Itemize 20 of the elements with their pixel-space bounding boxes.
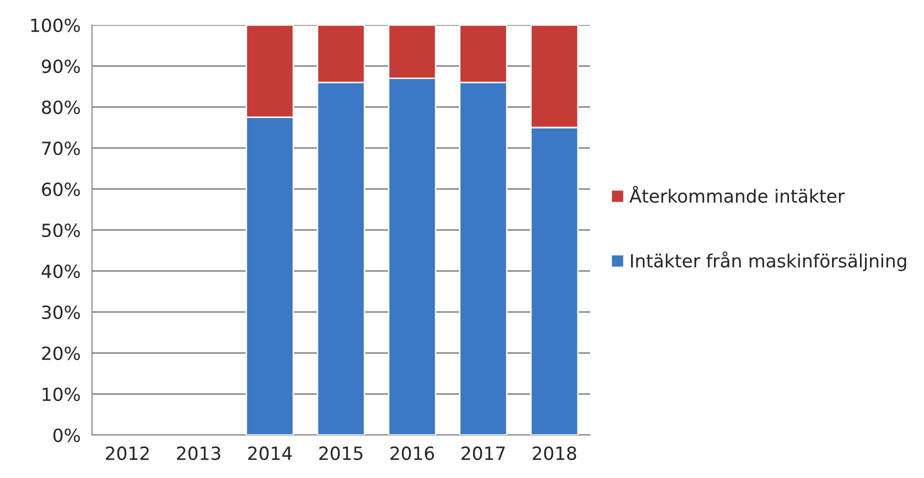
x-tick-label: 2016 [390, 446, 434, 460]
y-tick-label: 20% [42, 346, 80, 360]
y-tick-label: 50% [42, 223, 80, 238]
y-tick-label: 80% [42, 100, 80, 114]
y-tick-label: 60% [42, 182, 80, 196]
y-tick-label: 0% [53, 428, 80, 442]
x-tick-label: 2017 [462, 446, 505, 460]
y-tick-label: 40% [42, 264, 80, 278]
y-tick-label: 90% [42, 59, 80, 74]
y-tick-label: 30% [42, 305, 80, 320]
x-tick-label: 2012 [106, 446, 149, 460]
y-tick-label: 70% [42, 141, 80, 156]
x-tick-label: 2013 [177, 446, 220, 460]
x-tick-label: 2018 [532, 446, 576, 460]
legend-label: Återkommande intäkter [629, 186, 845, 203]
x-tick-label: 2014 [248, 446, 292, 460]
y-tick-label: 100% [31, 18, 80, 32]
y-tick-label: 10% [42, 387, 80, 402]
legend-label: Intäkter från maskinförsäljning [631, 252, 906, 272]
x-tick-label: 2015 [319, 446, 362, 460]
